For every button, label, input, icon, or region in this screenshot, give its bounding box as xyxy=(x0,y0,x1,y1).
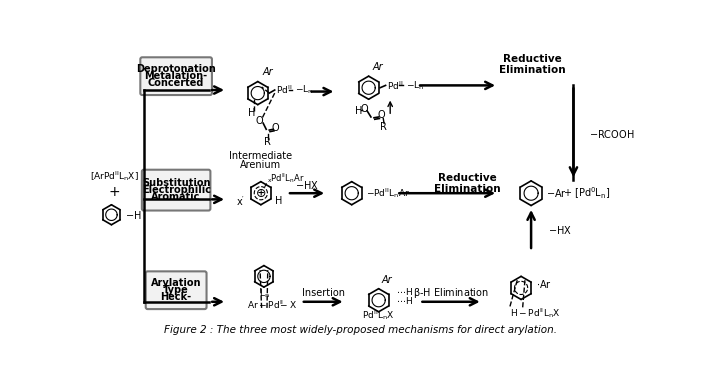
Text: Intermediate: Intermediate xyxy=(229,151,293,161)
Text: Reductive: Reductive xyxy=(438,173,496,183)
Text: Elimination: Elimination xyxy=(434,184,501,194)
Text: H: H xyxy=(276,196,283,206)
FancyBboxPatch shape xyxy=(140,57,212,95)
Text: $\mathregular{-\ X}$: $\mathregular{-\ X}$ xyxy=(279,299,298,310)
Text: $\mathregular{-RCOOH}$: $\mathregular{-RCOOH}$ xyxy=(589,128,634,140)
Text: Aromatic: Aromatic xyxy=(152,192,201,202)
Text: $\mathregular{\cdots H}$: $\mathregular{\cdots H}$ xyxy=(396,286,412,297)
Text: Arylation: Arylation xyxy=(151,278,202,288)
Text: Heck-: Heck- xyxy=(161,293,192,302)
Text: Electrophilic: Electrophilic xyxy=(142,185,211,195)
Text: Elimination: Elimination xyxy=(499,65,566,75)
Text: $\mathregular{Pd^{II}}$: $\mathregular{Pd^{II}}$ xyxy=(276,84,293,96)
Text: $\mathregular{[ArPd^{II}L_nX]}$: $\mathregular{[ArPd^{II}L_nX]}$ xyxy=(90,169,139,183)
Text: $\mathregular{-L_n}$: $\mathregular{-L_n}$ xyxy=(405,79,424,91)
Text: O: O xyxy=(377,110,385,121)
Text: $\mathregular{Ar-Pd^{II}}$: $\mathregular{Ar-Pd^{II}}$ xyxy=(247,299,284,311)
Text: Reductive: Reductive xyxy=(503,54,562,64)
Text: $\mathregular{+\ [Pd^0L_n]}$: $\mathregular{+\ [Pd^0L_n]}$ xyxy=(563,185,611,201)
Text: $\mathregular{_{x}Pd^{II}L_nAr}$: $\mathregular{_{x}Pd^{II}L_nAr}$ xyxy=(267,171,305,185)
FancyBboxPatch shape xyxy=(142,170,210,211)
Text: Figure 2 : The three most widely-proposed mechanisms for direct arylation.: Figure 2 : The three most widely-propose… xyxy=(164,325,558,335)
Text: Ar: Ar xyxy=(372,62,384,72)
Text: O: O xyxy=(255,116,263,126)
Text: $\oplus$: $\oplus$ xyxy=(255,187,266,200)
Text: $\mathregular{H-Pd^{II}L_nX}$: $\mathregular{H-Pd^{II}L_nX}$ xyxy=(510,305,560,319)
Text: O: O xyxy=(361,104,369,113)
Text: R: R xyxy=(380,122,387,132)
Text: $\mathregular{-L_n}$: $\mathregular{-L_n}$ xyxy=(295,84,313,96)
Text: Ar: Ar xyxy=(262,67,273,77)
Text: Arenium: Arenium xyxy=(240,161,281,170)
Text: $\mathregular{L_n}$: $\mathregular{L_n}$ xyxy=(259,288,269,300)
Text: Insertion: Insertion xyxy=(302,288,345,298)
Text: Concerted: Concerted xyxy=(148,79,204,88)
Text: $\mathregular{\cdot Ar}$: $\mathregular{\cdot Ar}$ xyxy=(536,278,551,290)
Text: $\mathregular{x'}$: $\mathregular{x'}$ xyxy=(236,194,245,208)
Text: Ar: Ar xyxy=(381,275,392,285)
Text: $\mathregular{-Pd^{II}L_nAr}$: $\mathregular{-Pd^{II}L_nAr}$ xyxy=(366,186,410,200)
Text: $\mathregular{Pd^{II}}$: $\mathregular{Pd^{II}}$ xyxy=(387,79,403,91)
Text: Type: Type xyxy=(164,285,189,295)
Text: H: H xyxy=(248,108,255,118)
Text: $\mathregular{-HX}$: $\mathregular{-HX}$ xyxy=(295,179,319,191)
Text: Deprotonation: Deprotonation xyxy=(136,64,216,74)
Text: O: O xyxy=(271,123,279,133)
Text: $\mathregular{\beta}$-H Elimination: $\mathregular{\beta}$-H Elimination xyxy=(413,285,489,299)
Text: H: H xyxy=(355,106,362,116)
Text: $\mathregular{Pd^{II}L_nX}$: $\mathregular{Pd^{II}L_nX}$ xyxy=(362,308,395,322)
Text: +: + xyxy=(109,185,121,199)
Text: $\mathregular{-HX}$: $\mathregular{-HX}$ xyxy=(548,224,572,236)
Text: $\mathregular{\cdots H}$: $\mathregular{\cdots H}$ xyxy=(396,296,412,307)
Text: R: R xyxy=(264,137,271,147)
FancyBboxPatch shape xyxy=(146,271,207,309)
Text: Metalation-: Metalation- xyxy=(145,71,208,81)
Text: $\mathregular{-Ar}$: $\mathregular{-Ar}$ xyxy=(546,187,568,199)
Text: Substitution: Substitution xyxy=(142,178,210,188)
Text: $-\mathregular{H}$: $-\mathregular{H}$ xyxy=(125,209,141,221)
